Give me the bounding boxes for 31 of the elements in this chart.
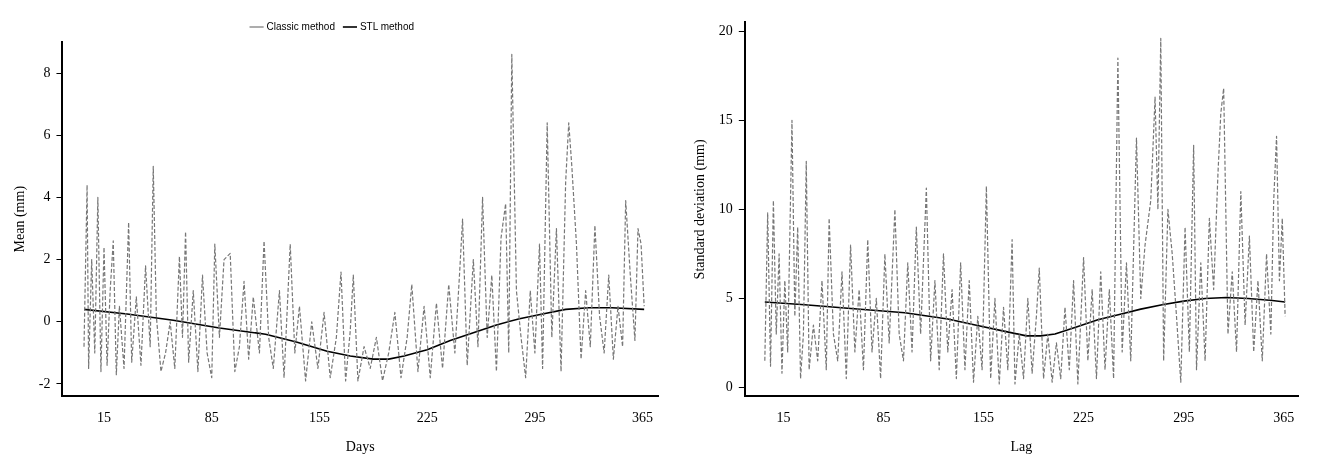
y-tick-label: 8 bbox=[43, 64, 51, 80]
x-tick-label: 15 bbox=[776, 410, 791, 426]
y-tick-label: 15 bbox=[718, 112, 733, 128]
legend-label: STL method bbox=[359, 20, 415, 32]
line-series bbox=[83, 53, 645, 382]
x-tick-label: 295 bbox=[524, 410, 546, 426]
y-tick-label: 0 bbox=[725, 379, 733, 395]
y-tick-label: 5 bbox=[725, 290, 733, 306]
x-tick-label: 155 bbox=[973, 410, 995, 426]
y-tick-label: 0 bbox=[43, 313, 51, 329]
y-tick-label: -2 bbox=[38, 375, 51, 391]
y-tick-label: 2 bbox=[43, 251, 51, 267]
y-axis-title: Standard deviation (mm) bbox=[692, 139, 709, 280]
x-tick-label: 85 bbox=[204, 410, 219, 426]
x-tick-label: 225 bbox=[1073, 410, 1095, 426]
y-tick-label: 4 bbox=[43, 189, 51, 205]
y-tick-label: 20 bbox=[718, 22, 733, 38]
x-tick-label: 365 bbox=[1273, 410, 1295, 426]
x-tick-label: 295 bbox=[1173, 410, 1195, 426]
y-tick-label: 10 bbox=[718, 201, 733, 217]
x-tick-label: 155 bbox=[308, 410, 330, 426]
line-series bbox=[764, 37, 1286, 385]
x-axis-title: Lag bbox=[1010, 439, 1033, 455]
x-axis-title: Days bbox=[345, 439, 375, 455]
y-tick-label: 6 bbox=[43, 126, 51, 142]
x-tick-label: 15 bbox=[97, 410, 112, 426]
y-axis-title: Mean (mm) bbox=[12, 185, 29, 253]
x-tick-label: 85 bbox=[876, 410, 891, 426]
legend-label: Classic method bbox=[266, 20, 335, 32]
x-tick-label: 225 bbox=[416, 410, 438, 426]
x-tick-label: 365 bbox=[632, 410, 654, 426]
